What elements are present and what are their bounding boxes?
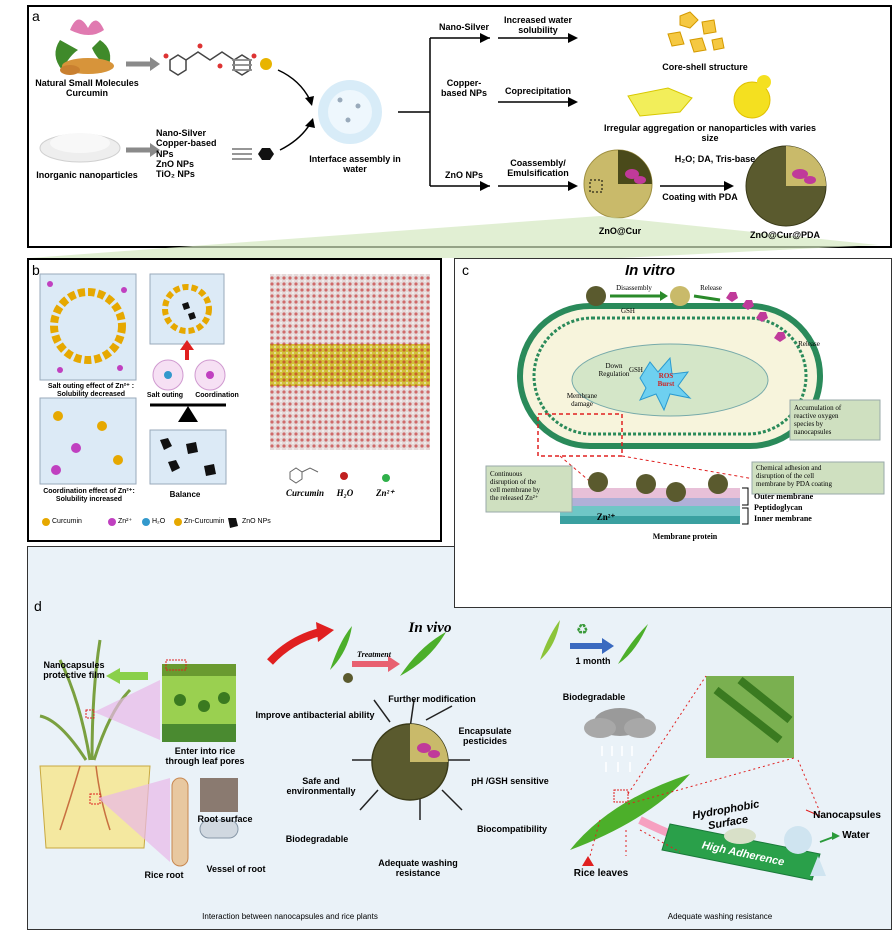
ros-burst-icon bbox=[638, 356, 692, 412]
curcumin-source-label: Natural Small Molecules Curcumin bbox=[35, 78, 139, 99]
legend-zncur: Zn-Curcumin bbox=[184, 518, 225, 525]
gsh-label-2: GSH bbox=[628, 366, 643, 374]
accumulation-label: Accumulation of reactive oxygen species … bbox=[794, 404, 842, 437]
nanocapsules-label: Nanocapsules bbox=[813, 810, 881, 821]
balance-label: Balance bbox=[169, 490, 201, 499]
inner-membrane-label: Inner membrane bbox=[754, 514, 812, 523]
legend-zn: Zn²⁺ bbox=[118, 518, 133, 525]
water-label: Water bbox=[842, 830, 870, 841]
svg-text:♻: ♻ bbox=[576, 622, 589, 638]
panel-b bbox=[27, 258, 442, 542]
peptidoglycan-label: Peptidoglycan bbox=[754, 503, 803, 512]
md-zn-label: Zn²⁺ bbox=[376, 488, 394, 498]
coord-effect-label: Coordination effect of Zn²⁺: Solubility … bbox=[43, 488, 135, 504]
continuous-label: Continuous disruption of the cell membra… bbox=[490, 470, 541, 503]
rice-leaves-label: Rice leaves bbox=[573, 868, 629, 879]
branch-copper: Copper- based NPs bbox=[440, 78, 488, 99]
panel-c-overlay bbox=[454, 258, 892, 608]
result-silver: Increased water solubility bbox=[503, 15, 573, 36]
legend-curcumin: Curcumin bbox=[52, 518, 82, 525]
interface-label: Interface assembly in water bbox=[309, 154, 401, 175]
inorganic-label: Inorganic nanoparticles bbox=[36, 170, 138, 180]
encapsulate-label: Encapsulate pesticides bbox=[458, 726, 512, 747]
core-shell-label: Core-shell structure bbox=[662, 62, 748, 72]
result-copper: Coprecipitation bbox=[504, 86, 571, 96]
caption-left: Interaction between nanocapsules and ric… bbox=[202, 912, 378, 921]
outer-membrane-label: Outer membrane bbox=[754, 492, 814, 501]
chemical-label: Chemical adhesion and disruption of the … bbox=[756, 464, 833, 489]
zno-cur-pda-sphere-icon bbox=[745, 145, 827, 227]
irregular-label: Irregular aggregation or nanoparticles w… bbox=[603, 123, 817, 144]
vessel-root-label: Vessel of root bbox=[206, 864, 266, 874]
md-curcumin-label: Curcumin bbox=[285, 488, 325, 498]
rice-plant-icon bbox=[39, 639, 132, 761]
ros-label: ROS Burst bbox=[657, 372, 675, 389]
panel-d-label: d bbox=[34, 598, 42, 614]
legend-zno: ZnO NPs bbox=[242, 518, 271, 525]
zno-cur-label: ZnO@Cur bbox=[598, 226, 642, 236]
result-zno: Coassembly/ Emulsification bbox=[507, 158, 569, 179]
washing-label: Adequate washing resistance bbox=[378, 858, 458, 879]
caption-right: Adequate washing resistance bbox=[667, 912, 773, 921]
biodegradable-top-label: Biodegradable bbox=[562, 692, 626, 702]
panel-c-label: c bbox=[462, 262, 469, 278]
np-list: Nano-Silver Copper-based NPs ZnO NPs TiO… bbox=[156, 128, 217, 180]
core-shell-cluster-icon bbox=[667, 11, 725, 53]
coating-label: Coating with PDA bbox=[662, 192, 738, 202]
salt-effect-label: Salt outing effect of Zn²⁺ : Solubility … bbox=[47, 383, 135, 399]
safe-label: Safe and environmentally bbox=[286, 776, 356, 797]
disassembly-label: Disassembly bbox=[616, 284, 652, 292]
panel-c-title: In vitro bbox=[624, 262, 675, 279]
coordination-label: Coordination bbox=[195, 392, 239, 399]
branch-silver: Nano-Silver bbox=[438, 22, 489, 32]
zn2-label: Zn²⁺ bbox=[596, 512, 616, 522]
further-label: Further modification bbox=[388, 694, 476, 704]
protective-film-label: Nanocapsules protective film bbox=[43, 660, 105, 681]
membrane-damage-label: Membrane damage bbox=[566, 392, 598, 409]
zno-cur-pda-label: ZnO@Cur@PDA bbox=[749, 230, 821, 240]
salt-outing-label: Salt outing bbox=[146, 392, 184, 399]
release-label-2: Release bbox=[798, 340, 820, 348]
release-label-1: Release bbox=[700, 284, 722, 292]
panel-b-label: b bbox=[32, 262, 40, 278]
branch-zno: ZnO NPs bbox=[444, 170, 483, 180]
panel-d-title: In vivo bbox=[408, 620, 452, 636]
rice-root-label: Rice root bbox=[144, 870, 184, 880]
enter-rice-label: Enter into rice through leaf pores bbox=[165, 746, 245, 767]
conditions-label: H₂O; DA, Tris-base bbox=[674, 154, 756, 164]
panel-a-label: a bbox=[32, 8, 40, 24]
biodegradable-label: Biodegradable bbox=[285, 834, 349, 844]
zno-cur-sphere-icon bbox=[583, 149, 653, 219]
improve-label: Improve antibacterial ability bbox=[255, 710, 375, 720]
one-month-label: 1 month bbox=[575, 656, 611, 666]
root-surface-label: Root surface bbox=[197, 814, 253, 824]
md-simulation-box bbox=[270, 274, 430, 450]
treatment-label: Treatment bbox=[357, 650, 391, 659]
ph-label: pH /GSH sensitive bbox=[471, 776, 549, 786]
nanocapsule-center-icon bbox=[352, 699, 470, 820]
legend-h2o: H₂O bbox=[152, 518, 166, 525]
irregular-aggregate-icon bbox=[627, 87, 693, 117]
biocompat-label: Biocompatibility bbox=[476, 824, 547, 834]
membrane-protein-label: Membrane protein bbox=[652, 532, 718, 541]
down-regulation-label: Down Regulation bbox=[598, 362, 630, 379]
gsh-label-1: GSH bbox=[620, 307, 635, 315]
turmeric-plant-icon bbox=[55, 19, 114, 75]
md-h2o-label: H₂O bbox=[336, 488, 354, 498]
